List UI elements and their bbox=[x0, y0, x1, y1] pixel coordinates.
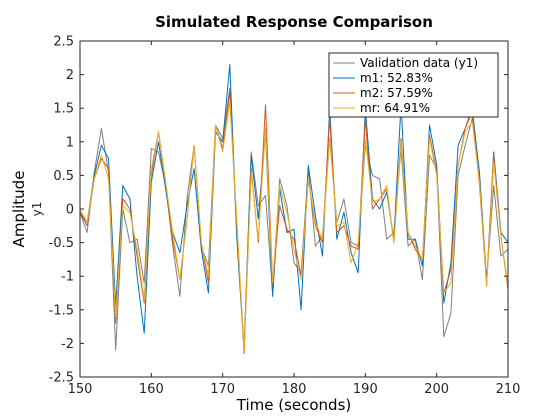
x-tick-label: 180 bbox=[282, 382, 307, 397]
y-tick-label: -1.5 bbox=[49, 303, 74, 318]
y-tick-label: -2 bbox=[61, 337, 74, 352]
x-tick-label: 160 bbox=[139, 382, 164, 397]
y-tick-label: 2.5 bbox=[53, 35, 74, 50]
y-axis-output-label: y1 bbox=[30, 202, 44, 217]
axes-layer: 150 160 170 180 190 200 210 -2.5 -2 -1.5 -1 -0.5 0 0.… bbox=[49, 35, 521, 398]
y-tick-label: 1 bbox=[66, 135, 74, 150]
y-tick-label: 2 bbox=[66, 68, 74, 83]
y-tick-label: 1.5 bbox=[53, 102, 74, 117]
x-tick-label: 190 bbox=[353, 382, 378, 397]
series-layer bbox=[79, 64, 509, 354]
x-tick-label: 150 bbox=[68, 382, 93, 397]
legend-label-m1: m1: 52.83% bbox=[360, 71, 433, 85]
legend-label-validation: Validation data (y1) bbox=[360, 56, 478, 70]
chart-title: Simulated Response Comparison bbox=[155, 13, 433, 31]
legend-label-mr: mr: 64.91% bbox=[360, 101, 430, 115]
legend-box bbox=[328, 52, 499, 118]
y-tick-label: 0 bbox=[66, 203, 74, 218]
y-tick-label: -2.5 bbox=[49, 371, 74, 386]
y-tick-label: 0.5 bbox=[53, 169, 74, 184]
x-tick-label: 170 bbox=[210, 382, 235, 397]
y-tick-label: -0.5 bbox=[49, 236, 74, 251]
x-tick-label: 200 bbox=[424, 382, 449, 397]
legend: Validation data (y1) m1: 52.83% m2: 57.5… bbox=[328, 52, 499, 118]
y-tick-label: -1 bbox=[61, 270, 74, 285]
x-tick-label: 210 bbox=[496, 382, 521, 397]
y-axis-label: Amplitude bbox=[10, 171, 28, 248]
series-line-mr bbox=[79, 101, 509, 351]
x-axis-label: Time (seconds) bbox=[236, 396, 352, 414]
legend-label-m2: m2: 57.59% bbox=[360, 86, 433, 100]
